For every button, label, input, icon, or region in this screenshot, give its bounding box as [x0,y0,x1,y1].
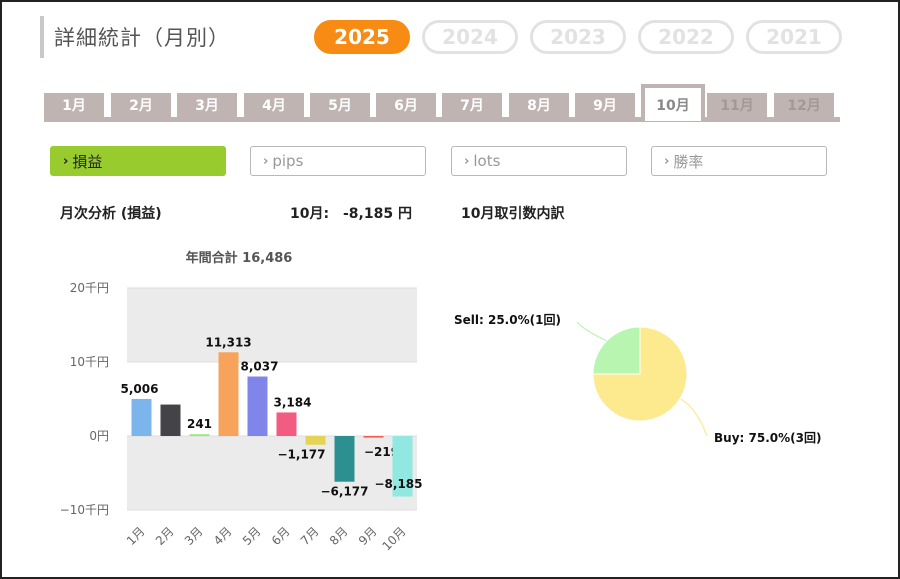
x-tick-label: 3月 [182,524,206,548]
metric-winrate-button[interactable]: › 勝率 [651,146,827,176]
year-button-2024[interactable]: 2024 [422,20,518,54]
data-label-7月: −1,177 [277,448,325,462]
tab-month-12: 12月 [774,93,834,117]
x-tick-label: 1月 [124,524,148,548]
tab-month-8[interactable]: 8月 [509,93,569,117]
tab-month-1[interactable]: 1月 [44,93,104,117]
page-header: 詳細統計（月別） [40,16,230,58]
bar-5月 [247,376,268,436]
bar-7月 [305,436,326,445]
bar-1月 [131,398,152,436]
y-tick-label: 20千円 [70,281,109,295]
tab-month-7[interactable]: 7月 [442,93,502,117]
month-tabs: 1月 2月 3月 4月 5月 6月 7月 8月 9月 10月 11月 12月 [44,84,840,122]
data-label-8月: −6,177 [320,485,368,499]
chevron-right-icon: › [63,153,69,169]
year-button-2022[interactable]: 2022 [638,20,734,54]
buy-connector [680,398,708,437]
y-tick-label: 10千円 [70,355,109,369]
chart-title: 年間合計 16,486 [186,250,293,266]
year-button-2023[interactable]: 2023 [530,20,626,54]
tab-month-11: 11月 [707,93,767,117]
trade-breakdown-heading: 10月取引数内訳 [461,206,565,222]
bar-4月 [218,352,239,436]
data-label-10月: −8,185 [374,477,422,491]
x-tick-label: 7月 [298,524,322,548]
tab-month-10[interactable]: 10月 [641,84,705,121]
metric-profit-label: 損益 [72,152,103,171]
data-label-5月: 8,037 [241,360,279,374]
buy-label: Buy: 75.0%(3回) [714,431,821,445]
y-tick-label: 0円 [89,429,109,443]
data-label-3月: 241 [187,417,212,431]
x-tick-label: 4月 [211,524,235,548]
tab-month-2[interactable]: 2月 [111,93,171,117]
x-tick-label: 6月 [269,524,293,548]
data-label-1月: 5,006 [121,382,159,396]
pie-slice-buy [592,326,688,422]
bar-10月 [392,436,413,497]
plot-band [127,288,417,362]
x-tick-label: 10月 [379,524,408,553]
month-tabs-underline [44,117,840,122]
page-title: 詳細統計（月別） [54,26,230,50]
bar-8月 [334,436,355,482]
year-button-2021[interactable]: 2021 [746,20,842,54]
y-tick-label: −10千円 [60,503,109,517]
chevron-right-icon: › [263,153,269,169]
x-tick-label: 5月 [240,524,264,548]
data-label-6月: 3,184 [274,395,312,409]
sell-label: Sell: 25.0%(1回) [454,313,561,327]
sell-connector [576,321,608,342]
tab-month-3[interactable]: 3月 [177,93,237,117]
chevron-right-icon: › [664,153,670,169]
x-tick-label: 9月 [356,524,380,548]
monthly-analysis-heading: 月次分析 (損益) [60,206,162,222]
metric-pips-button[interactable]: › pips [250,146,426,176]
data-label-4月: 11,313 [205,335,251,349]
year-button-2025[interactable]: 2025 [314,20,410,54]
month-result-label: 10月: [290,206,330,222]
data-label-9月: −219 [364,445,399,459]
year-selector: 2025 2024 2023 2022 2021 [314,20,842,54]
tab-month-4[interactable]: 4月 [244,93,304,117]
metric-lots-label: lots [473,152,501,170]
bar-9月 [363,436,384,438]
metric-lots-button[interactable]: › lots [451,146,627,176]
pie-slice-sell [592,326,641,375]
tab-month-6[interactable]: 6月 [376,93,436,117]
metric-profit-button[interactable]: › 損益 [50,146,226,176]
chevron-right-icon: › [464,153,470,169]
metric-winrate-label: 勝率 [673,152,704,171]
x-tick-label: 2月 [153,524,177,548]
tab-month-9[interactable]: 9月 [575,93,635,117]
month-result-value: -8,185 円 [343,206,412,222]
metric-pips-label: pips [272,152,304,170]
bar-3月 [189,434,210,436]
bar-2月 [160,404,181,436]
x-tick-label: 8月 [327,524,351,548]
plot-band [127,436,417,510]
monthly-profit-bar-chart: 年間合計 16,486 20千円 10千円 0円 −10千円 5,006 1月 2月 241 3月… [60,250,423,553]
trade-breakdown-pie-chart: Sell: 25.0%(1回) Buy: 75.0%(3回) [454,313,821,445]
bar-6月 [276,412,297,436]
tab-month-5[interactable]: 5月 [310,93,370,117]
